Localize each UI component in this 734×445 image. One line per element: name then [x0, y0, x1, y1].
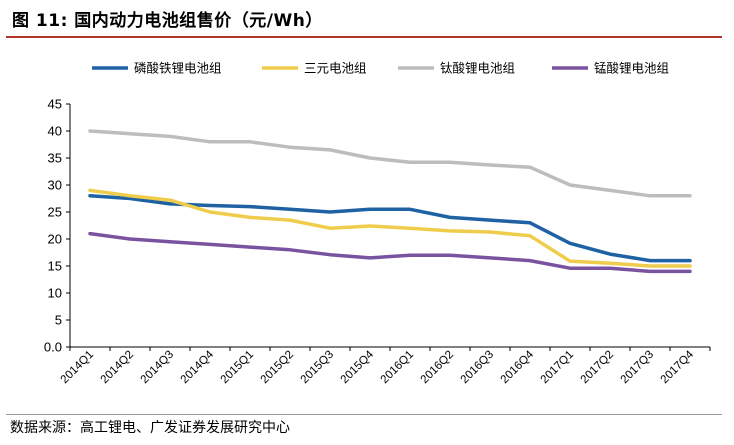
y-tick-label: 45	[48, 97, 62, 112]
x-tick-label: 2016Q1	[379, 349, 416, 386]
x-tick-label: 2015Q3	[299, 349, 336, 386]
x-tick-label: 2014Q2	[99, 349, 136, 386]
x-tick-label: 2017Q1	[539, 349, 576, 386]
source-note: 数据来源：高工锂电、广发证券发展研究中心	[10, 420, 290, 436]
x-tick-label: 2017Q4	[659, 348, 697, 386]
y-tick-label: 15	[48, 259, 62, 274]
y-tick-label: 25	[48, 205, 62, 220]
x-axis: 2014Q1 2014Q2 2014Q3 2014Q4 2015Q1 2015Q2 2015…	[59, 346, 711, 386]
series-line	[88, 129, 692, 198]
legend-label: 锰酸锂电池组	[594, 61, 669, 76]
x-tick-label: 2014Q4	[179, 348, 217, 386]
source-divider	[6, 414, 722, 415]
x-tick-label: 2015Q1	[219, 349, 256, 386]
x-tick-label: 2016Q4	[499, 348, 537, 386]
series-line	[88, 231, 692, 274]
y-tick-label: 0.0	[44, 340, 62, 355]
y-tick-label: 35	[48, 151, 62, 166]
x-tick-label: 2017Q3	[619, 349, 656, 386]
x-tick-label: 2017Q2	[579, 349, 616, 386]
legend-label: 三元电池组	[304, 61, 367, 76]
x-tick-label: 2014Q1	[59, 349, 96, 386]
plot-area	[88, 129, 692, 274]
y-tick-label: 10	[48, 286, 62, 301]
legend-label: 磷酸铁锂电池组	[134, 61, 222, 76]
chart-title: 图 11: 国内动力电池组售价（元/Wh）	[12, 11, 323, 31]
legend-label: 钛酸锂电池组	[440, 61, 515, 76]
y-tick-label: 20	[48, 232, 62, 247]
y-tick-label: 30	[48, 178, 62, 193]
y-tick-label: 40	[48, 124, 62, 139]
x-tick-label: 2016Q2	[419, 349, 456, 386]
title-divider	[6, 36, 722, 38]
x-tick-label: 2015Q4	[339, 348, 377, 386]
x-tick-label: 2014Q3	[139, 349, 176, 386]
series-line	[88, 188, 692, 268]
y-tick-label: 5	[55, 313, 62, 328]
legend: 磷酸铁锂电池组 三元电池组 钛酸锂电池组 锰酸锂电池组	[92, 61, 669, 76]
y-axis: 0.0 5 10 15 20 25 30 35 40 45	[44, 97, 71, 355]
x-tick-label: 2015Q2	[259, 349, 296, 386]
x-tick-label: 2016Q3	[459, 349, 496, 386]
